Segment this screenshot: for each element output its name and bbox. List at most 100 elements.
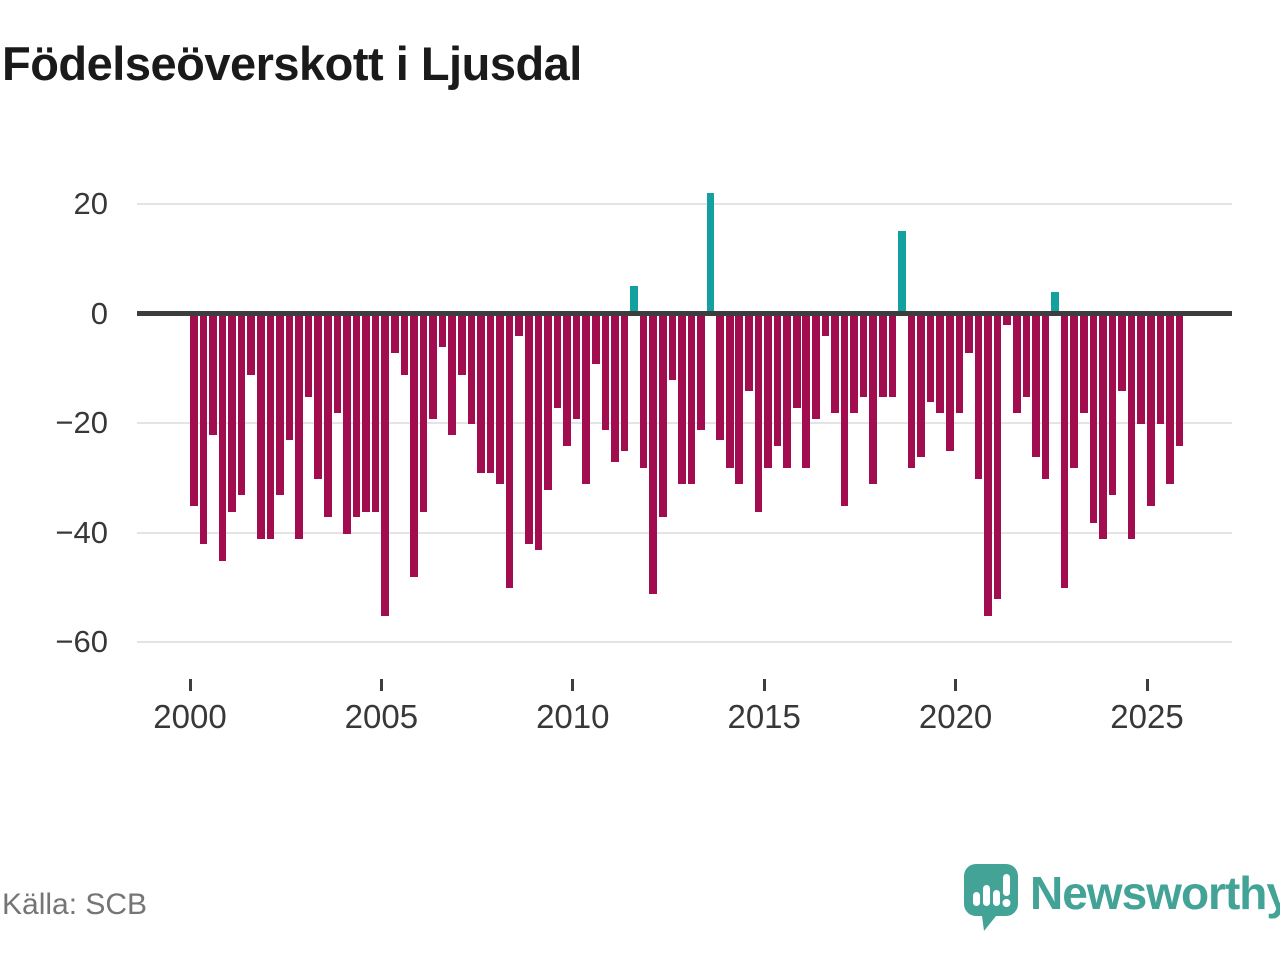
bar-2009-Q2 xyxy=(544,312,552,490)
bar-2002-Q1 xyxy=(266,312,275,539)
bar-2002-Q4 xyxy=(295,312,303,539)
x-axis-label-2010: 2010 xyxy=(536,698,610,735)
bar-2020-Q4 xyxy=(984,312,992,616)
bar-2008-Q1 xyxy=(496,312,504,485)
bar-2005-Q2 xyxy=(390,312,399,353)
bar-2019-Q2 xyxy=(926,312,935,403)
bar-2018-Q4 xyxy=(907,312,916,468)
gridline--40 xyxy=(137,531,1232,534)
bar-2017-Q2 xyxy=(850,312,858,413)
bar-2015-Q1 xyxy=(764,312,772,468)
x-axis-label-2000: 2000 xyxy=(153,698,227,735)
chart-title: Födelseöverskott i Ljusdal xyxy=(2,37,582,90)
x-axis-label-2020: 2020 xyxy=(918,698,993,735)
bar-2023-Q1 xyxy=(1070,312,1079,468)
y-axis-label-20: 20 xyxy=(73,186,108,221)
y-axis-label--40: −40 xyxy=(55,514,108,550)
bar-2001-Q3 xyxy=(247,312,255,375)
x-tick-2020 xyxy=(954,679,958,691)
bar-2022-Q3 xyxy=(1051,291,1059,316)
newsworthy-logo: Newsworthy xyxy=(962,860,1280,932)
bar-2001-Q1 xyxy=(228,312,236,512)
bar-2012-Q1 xyxy=(649,312,657,594)
bar-2009-Q4 xyxy=(563,312,571,446)
bar-2025-Q3 xyxy=(1166,312,1174,485)
gridline-20 xyxy=(137,203,1232,205)
x-tick-2005 xyxy=(379,679,383,691)
newsworthy-bubble-chart-icon xyxy=(962,862,1020,937)
bar-2001-Q4 xyxy=(256,312,265,539)
bar-2022-Q1 xyxy=(1032,312,1040,457)
bar-2005-Q1 xyxy=(381,312,389,616)
bar-2007-Q2 xyxy=(467,312,476,424)
bar-2009-Q1 xyxy=(534,312,543,550)
bar-2021-Q1 xyxy=(993,312,1002,600)
x-axis-label-2005: 2005 xyxy=(344,698,419,735)
bar-2013-Q3 xyxy=(706,193,715,316)
bar-2001-Q2 xyxy=(237,312,246,496)
bar-2024-Q2 xyxy=(1118,312,1126,392)
bar-2006-Q2 xyxy=(429,312,437,419)
bar-2011-Q4 xyxy=(639,312,648,468)
bar-2022-Q2 xyxy=(1041,312,1050,479)
bar-2006-Q3 xyxy=(438,312,447,348)
bar-2011-Q3 xyxy=(630,286,638,316)
bar-2000-Q1 xyxy=(190,312,198,507)
bar-2006-Q1 xyxy=(419,312,428,512)
newsworthy-wordmark: Newsworthy xyxy=(1030,867,1280,919)
bar-2006-Q4 xyxy=(448,312,456,435)
bar-2016-Q1 xyxy=(802,312,811,468)
bar-2013-Q1 xyxy=(687,312,696,485)
bar-2007-Q4 xyxy=(486,312,495,474)
bar-2021-Q3 xyxy=(1013,312,1021,413)
bar-2015-Q3 xyxy=(783,312,791,468)
bar-2017-Q3 xyxy=(859,312,868,397)
source-label: Källa: SCB xyxy=(2,888,148,921)
bar-2003-Q1 xyxy=(304,312,313,397)
bar-2007-Q1 xyxy=(457,312,466,375)
bar-2012-Q3 xyxy=(668,312,677,381)
x-axis-label-2015: 2015 xyxy=(727,698,801,735)
bar-2013-Q4 xyxy=(716,312,724,441)
bar-2021-Q2 xyxy=(1003,312,1012,326)
x-tick-2000 xyxy=(188,679,192,691)
bar-2007-Q3 xyxy=(477,312,485,474)
bar-2005-Q3 xyxy=(400,312,409,375)
bar-2021-Q4 xyxy=(1022,312,1031,397)
gridline--60 xyxy=(137,641,1232,643)
bar-2012-Q4 xyxy=(678,312,686,485)
bar-2025-Q2 xyxy=(1156,312,1165,424)
x-axis-label-2025: 2025 xyxy=(1110,698,1184,735)
bar-2018-Q3 xyxy=(898,231,906,316)
bar-2010-Q4 xyxy=(601,312,610,430)
bar-2009-Q3 xyxy=(553,312,562,408)
y-axis-label-0: 0 xyxy=(90,295,108,331)
bar-2003-Q4 xyxy=(333,312,342,413)
bar-2000-Q4 xyxy=(218,312,227,561)
bar-2010-Q2 xyxy=(582,312,590,485)
bar-2003-Q3 xyxy=(323,312,332,518)
bar-2023-Q2 xyxy=(1080,312,1088,413)
bar-2011-Q2 xyxy=(620,312,629,452)
bar-2023-Q3 xyxy=(1089,312,1098,523)
bar-2015-Q2 xyxy=(773,312,782,446)
bar-2014-Q4 xyxy=(754,312,763,512)
bar-2014-Q1 xyxy=(725,312,734,468)
bar-2018-Q1 xyxy=(879,312,887,397)
bar-2019-Q3 xyxy=(936,312,945,413)
bar-2004-Q2 xyxy=(352,312,361,518)
y-axis-label--60: −60 xyxy=(55,624,108,659)
bar-2025-Q4 xyxy=(1175,312,1184,446)
bar-2024-Q1 xyxy=(1108,312,1117,496)
bar-2013-Q2 xyxy=(697,312,705,430)
bar-2019-Q4 xyxy=(946,312,954,452)
bar-2003-Q2 xyxy=(314,312,322,479)
bar-2015-Q4 xyxy=(792,312,801,408)
bar-2018-Q2 xyxy=(888,312,897,397)
x-tick-2010 xyxy=(571,679,575,691)
y-axis-label--20: −20 xyxy=(55,405,108,440)
bar-2016-Q2 xyxy=(812,312,820,419)
bar-2004-Q1 xyxy=(343,312,351,534)
bar-2023-Q4 xyxy=(1099,312,1107,539)
